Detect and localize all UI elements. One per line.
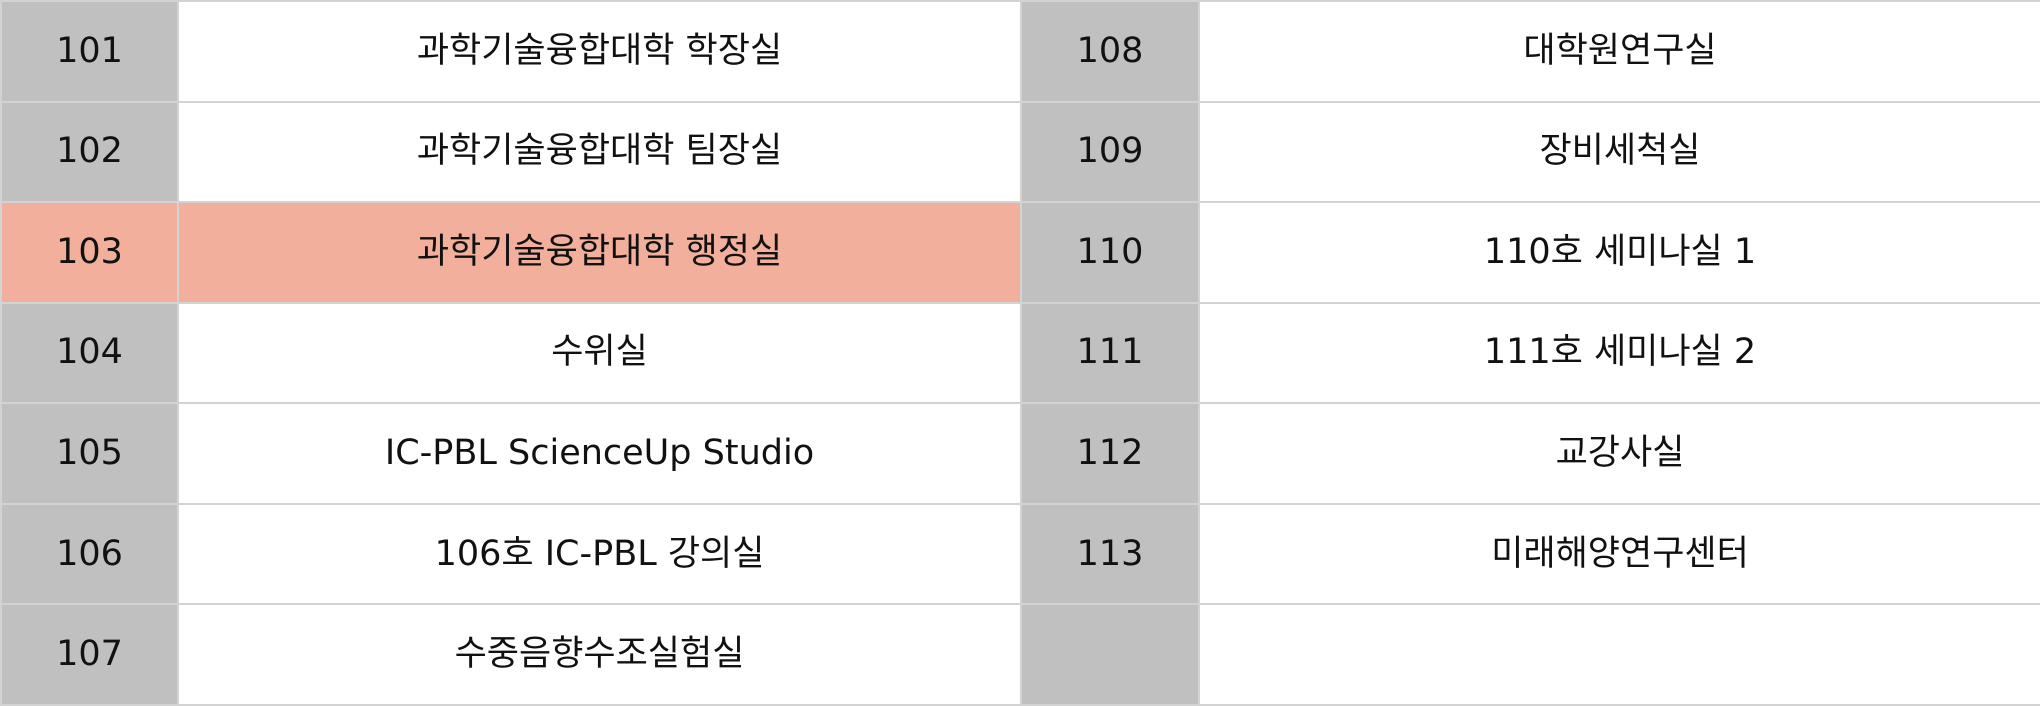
room-number-cell: 111 [1020, 301, 1200, 405]
empty-name-cell [1198, 603, 2040, 706]
room-name-cell: 대학원연구실 [1198, 0, 2040, 103]
empty-number-cell [1020, 603, 1200, 706]
table-row: 101 과학기술융합대학 학장실 108 대학원연구실 [0, 0, 2040, 103]
table-row-highlighted: 103 과학기술융합대학 행정실 110 110호 세미나실 1 [0, 201, 2040, 304]
table-row: 106 106호 IC-PBL 강의실 113 미래해양연구센터 [0, 502, 2040, 606]
room-number-cell: 105 [0, 402, 179, 505]
room-name-cell: 111호 세미나실 2 [1198, 301, 2040, 405]
room-number-cell: 112 [1020, 402, 1200, 505]
room-number-cell-highlighted: 103 [0, 201, 179, 304]
table-row: 107 수중음향수조실험실 [0, 603, 2040, 706]
room-number-cell: 110 [1020, 201, 1200, 304]
room-name-cell: 과학기술융합대학 학장실 [177, 0, 1022, 103]
room-number-cell: 102 [0, 100, 179, 204]
room-number-cell: 107 [0, 603, 179, 706]
room-number-cell: 113 [1020, 502, 1200, 606]
room-name-cell: 110호 세미나실 1 [1198, 201, 2040, 304]
room-number-cell: 109 [1020, 100, 1200, 204]
room-number-cell: 106 [0, 502, 179, 606]
room-number-cell: 108 [1020, 0, 1200, 103]
room-name-cell: 106호 IC-PBL 강의실 [177, 502, 1022, 606]
room-name-cell: IC-PBL ScienceUp Studio [177, 402, 1022, 505]
room-name-cell: 과학기술융합대학 팀장실 [177, 100, 1022, 204]
table-row: 102 과학기술융합대학 팀장실 109 장비세척실 [0, 100, 2040, 204]
table-row: 105 IC-PBL ScienceUp Studio 112 교강사실 [0, 402, 2040, 505]
room-name-cell: 장비세척실 [1198, 100, 2040, 204]
room-name-cell-highlighted: 과학기술융합대학 행정실 [177, 201, 1022, 304]
room-name-cell: 수위실 [177, 301, 1022, 405]
room-name-cell: 수중음향수조실험실 [177, 603, 1022, 706]
room-number-cell: 104 [0, 301, 179, 405]
table-row: 104 수위실 111 111호 세미나실 2 [0, 301, 2040, 405]
room-number-cell: 101 [0, 0, 179, 103]
room-name-cell: 교강사실 [1198, 402, 2040, 505]
room-name-cell: 미래해양연구센터 [1198, 502, 2040, 606]
